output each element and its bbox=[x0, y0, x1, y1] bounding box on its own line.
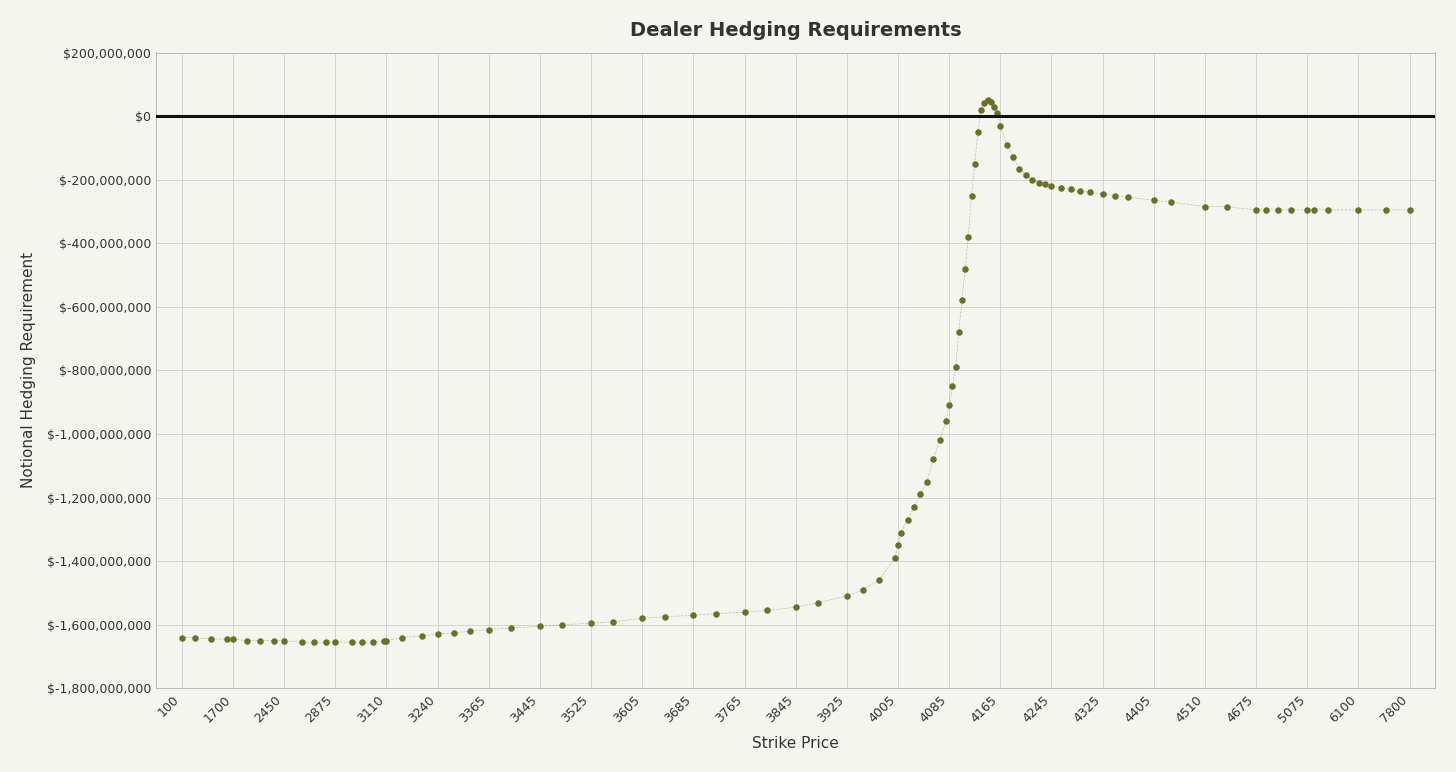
Point bbox=[909, 488, 932, 500]
Point bbox=[705, 608, 728, 620]
Point bbox=[199, 633, 223, 645]
Point bbox=[1296, 204, 1319, 216]
Point bbox=[941, 380, 964, 392]
Point bbox=[884, 552, 907, 564]
Point bbox=[783, 601, 807, 614]
Point bbox=[916, 476, 939, 488]
Point bbox=[411, 630, 434, 642]
Point bbox=[1034, 178, 1057, 191]
Point bbox=[1316, 204, 1340, 216]
Point bbox=[1245, 204, 1268, 216]
Title: Dealer Hedging Requirements: Dealer Hedging Requirements bbox=[630, 21, 961, 40]
Point bbox=[361, 636, 384, 648]
Point bbox=[1069, 185, 1092, 197]
Point bbox=[887, 539, 910, 551]
Point bbox=[1347, 204, 1370, 216]
Point bbox=[938, 399, 961, 411]
Point bbox=[1267, 204, 1290, 216]
Point bbox=[303, 636, 326, 648]
Point bbox=[983, 100, 1006, 113]
Point bbox=[1026, 177, 1050, 189]
Point bbox=[234, 635, 258, 647]
Point bbox=[1015, 169, 1038, 181]
Point bbox=[1021, 174, 1044, 186]
Point bbox=[249, 635, 272, 647]
Point bbox=[890, 527, 913, 539]
Point bbox=[970, 103, 993, 116]
Point bbox=[630, 612, 654, 625]
Point bbox=[390, 631, 414, 644]
Point bbox=[170, 631, 194, 644]
Point bbox=[1059, 183, 1082, 195]
Point bbox=[374, 635, 397, 647]
Point bbox=[652, 611, 676, 623]
Point bbox=[951, 294, 974, 306]
Y-axis label: Notional Hedging Requirement: Notional Hedging Requirement bbox=[20, 252, 36, 489]
Point bbox=[579, 617, 603, 629]
Point bbox=[927, 434, 951, 446]
Point bbox=[339, 636, 363, 648]
Point bbox=[427, 628, 450, 641]
Point bbox=[807, 596, 830, 608]
Point bbox=[272, 635, 296, 647]
Point bbox=[1104, 189, 1127, 201]
Point bbox=[954, 262, 977, 275]
Point bbox=[1050, 181, 1073, 194]
Point bbox=[943, 361, 967, 374]
Point bbox=[1002, 151, 1025, 164]
Point bbox=[221, 633, 245, 645]
Point bbox=[957, 231, 980, 243]
Point bbox=[986, 107, 1009, 119]
Point bbox=[1008, 162, 1031, 174]
Point bbox=[960, 189, 983, 201]
Point bbox=[550, 618, 574, 631]
Point bbox=[499, 621, 523, 634]
Point bbox=[903, 501, 926, 513]
Point bbox=[978, 96, 1002, 108]
Point bbox=[1398, 204, 1421, 216]
Point bbox=[183, 631, 207, 644]
Point bbox=[1374, 204, 1398, 216]
Point bbox=[976, 94, 999, 107]
Point bbox=[459, 625, 482, 638]
Point bbox=[868, 574, 891, 587]
Point bbox=[946, 326, 970, 338]
Point bbox=[922, 453, 945, 466]
Point bbox=[351, 636, 374, 648]
Point bbox=[962, 157, 986, 170]
Point bbox=[323, 636, 347, 648]
X-axis label: Strike Price: Strike Price bbox=[753, 736, 839, 751]
Point bbox=[1302, 204, 1325, 216]
Point bbox=[1254, 204, 1277, 216]
Point bbox=[732, 606, 756, 618]
Point bbox=[994, 138, 1018, 151]
Point bbox=[478, 623, 501, 635]
Point bbox=[373, 635, 396, 647]
Point bbox=[935, 415, 958, 428]
Point bbox=[1117, 191, 1140, 203]
Point bbox=[601, 615, 625, 628]
Point bbox=[852, 584, 875, 596]
Point bbox=[967, 126, 990, 138]
Point bbox=[529, 620, 552, 632]
Point bbox=[681, 609, 705, 621]
Point bbox=[1159, 196, 1182, 208]
Point bbox=[1040, 180, 1063, 192]
Point bbox=[973, 97, 996, 110]
Point bbox=[895, 513, 919, 526]
Point bbox=[262, 635, 285, 647]
Point bbox=[314, 636, 338, 648]
Point bbox=[836, 590, 859, 602]
Point bbox=[1194, 201, 1217, 213]
Point bbox=[1214, 201, 1238, 213]
Point bbox=[215, 633, 239, 645]
Point bbox=[989, 120, 1012, 132]
Point bbox=[443, 627, 466, 639]
Point bbox=[756, 604, 779, 617]
Point bbox=[1280, 204, 1303, 216]
Point bbox=[1079, 186, 1102, 198]
Point bbox=[291, 636, 314, 648]
Point bbox=[1091, 188, 1114, 200]
Point bbox=[1142, 195, 1165, 207]
